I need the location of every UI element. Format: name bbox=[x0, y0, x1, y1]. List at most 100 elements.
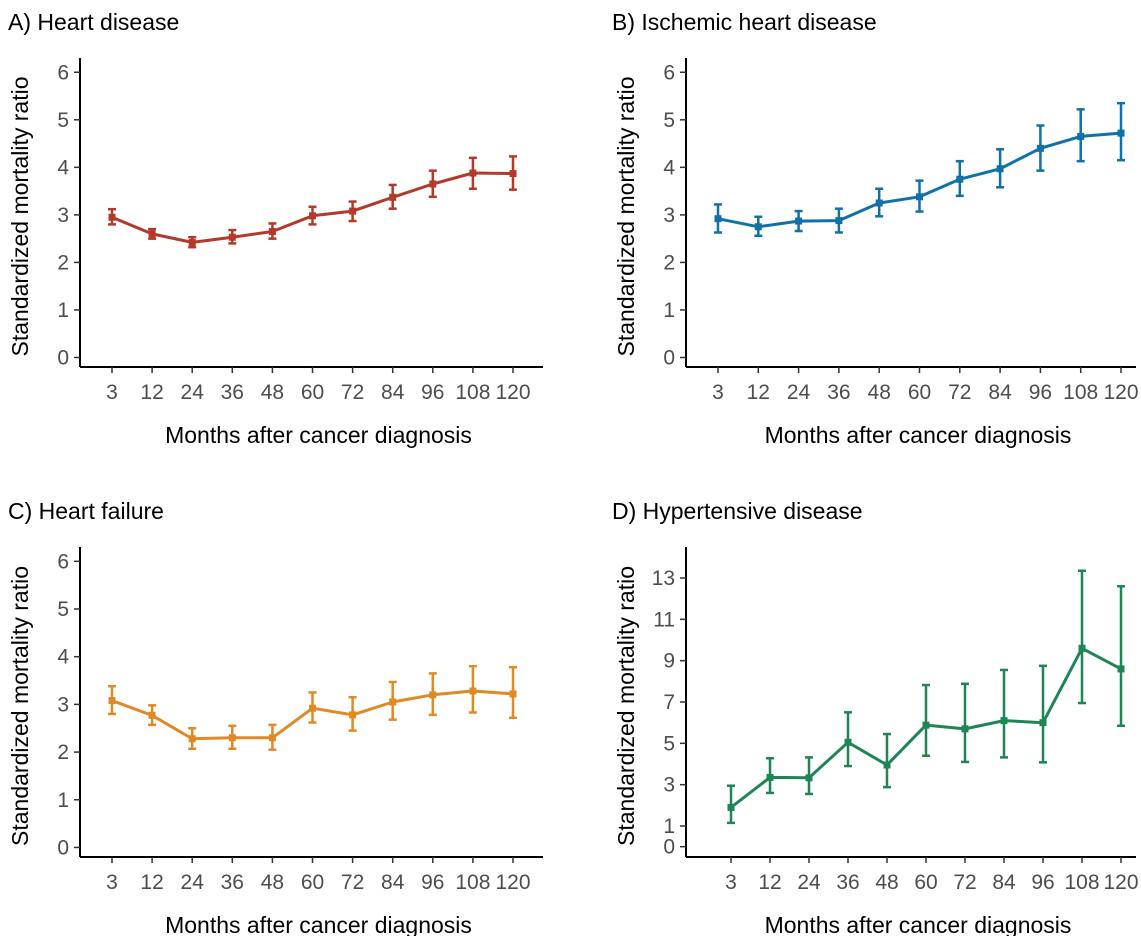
data-point bbox=[349, 207, 357, 215]
data-point bbox=[1117, 129, 1125, 137]
data-point bbox=[922, 721, 930, 729]
data-point bbox=[956, 175, 964, 183]
x-tick-label: 60 bbox=[301, 871, 324, 894]
data-point bbox=[805, 774, 813, 782]
x-tick-label: 3 bbox=[712, 381, 724, 404]
x-tick-label: 24 bbox=[181, 871, 205, 894]
data-point bbox=[795, 217, 803, 225]
error-bar bbox=[961, 682, 969, 764]
error-bar bbox=[1039, 664, 1047, 764]
data-point bbox=[961, 725, 969, 733]
y-tick-label: 1 bbox=[57, 789, 69, 812]
x-tick-label: 36 bbox=[221, 381, 244, 404]
data-point bbox=[727, 803, 735, 811]
data-point bbox=[1078, 644, 1086, 652]
data-point bbox=[754, 223, 762, 231]
data-point bbox=[844, 738, 852, 746]
y-tick-label: 6 bbox=[57, 550, 69, 573]
data-point bbox=[389, 193, 397, 201]
y-tick-label: 5 bbox=[57, 109, 69, 132]
x-tick-label: 12 bbox=[140, 871, 163, 894]
y-tick-label: 7 bbox=[663, 691, 675, 714]
data-point bbox=[309, 704, 316, 712]
y-tick-label: 2 bbox=[57, 251, 69, 274]
y-tick-label: 2 bbox=[663, 251, 675, 274]
y-tick-label: 5 bbox=[663, 109, 675, 132]
y-tick-label: 0 bbox=[57, 836, 69, 859]
data-point bbox=[268, 228, 276, 236]
x-tick-label: 72 bbox=[953, 871, 976, 894]
x-tick-label: 96 bbox=[421, 871, 444, 894]
x-tick-label: 108 bbox=[1063, 381, 1098, 404]
y-tick-label: 4 bbox=[57, 646, 69, 669]
y-tick-label: 9 bbox=[663, 650, 675, 673]
panel-title: D) Hypertensive disease bbox=[612, 498, 863, 524]
x-tick-label: 72 bbox=[341, 871, 364, 894]
y-tick-label: 13 bbox=[652, 567, 675, 590]
data-point bbox=[509, 690, 517, 698]
x-tick-label: 84 bbox=[381, 381, 405, 404]
y-axis-label: Standardized mortality ratio bbox=[7, 566, 33, 846]
x-tick-label: 12 bbox=[140, 381, 163, 404]
y-tick-label: 0 bbox=[663, 836, 675, 859]
x-tick-label: 48 bbox=[875, 871, 898, 894]
x-tick-label: 36 bbox=[221, 871, 244, 894]
x-axis-label: Months after cancer diagnosis bbox=[165, 912, 472, 936]
data-point bbox=[268, 734, 276, 742]
data-point bbox=[1077, 132, 1085, 140]
x-tick-label: 108 bbox=[455, 381, 490, 404]
data-point bbox=[1117, 665, 1125, 673]
data-point bbox=[349, 711, 357, 719]
x-tick-label: 36 bbox=[836, 871, 859, 894]
y-tick-label: 4 bbox=[57, 156, 69, 179]
y-tick-label: 1 bbox=[663, 815, 675, 838]
y-tick-label: 3 bbox=[57, 693, 69, 716]
data-point bbox=[188, 735, 196, 743]
y-tick-label: 1 bbox=[663, 299, 675, 322]
error-bar bbox=[1078, 569, 1086, 705]
x-tick-label: 36 bbox=[827, 381, 850, 404]
error-bar bbox=[1117, 585, 1125, 728]
y-tick-label: 3 bbox=[57, 204, 69, 227]
data-point bbox=[108, 213, 116, 221]
data-point bbox=[188, 238, 196, 246]
y-tick-label: 2 bbox=[57, 741, 69, 764]
data-point bbox=[429, 691, 437, 699]
y-tick-label: 5 bbox=[57, 598, 69, 621]
data-point bbox=[148, 230, 156, 238]
x-tick-label: 84 bbox=[381, 871, 405, 894]
y-tick-label: 6 bbox=[663, 61, 675, 84]
y-tick-label: 3 bbox=[663, 204, 675, 227]
x-tick-label: 108 bbox=[1064, 871, 1099, 894]
x-tick-label: 12 bbox=[747, 381, 770, 404]
data-point bbox=[469, 169, 477, 177]
data-point bbox=[1036, 144, 1044, 152]
data-point bbox=[469, 687, 477, 695]
panel-title: B) Ischemic heart disease bbox=[612, 9, 877, 35]
data-point bbox=[148, 711, 156, 719]
x-tick-label: 12 bbox=[758, 871, 781, 894]
y-tick-label: 6 bbox=[57, 61, 69, 84]
y-axis-label: Standardized mortality ratio bbox=[7, 77, 33, 357]
y-tick-label: 0 bbox=[57, 346, 69, 369]
x-tick-label: 84 bbox=[992, 871, 1016, 894]
x-tick-label: 120 bbox=[495, 381, 530, 404]
data-point bbox=[916, 193, 923, 201]
x-tick-label: 60 bbox=[908, 381, 931, 404]
x-axis-label: Months after cancer diagnosis bbox=[765, 912, 1072, 936]
y-tick-label: 4 bbox=[663, 156, 675, 179]
data-point bbox=[1000, 717, 1008, 725]
x-tick-label: 96 bbox=[1031, 871, 1054, 894]
x-tick-label: 24 bbox=[181, 381, 205, 404]
data-point bbox=[509, 170, 517, 178]
x-tick-label: 24 bbox=[787, 381, 811, 404]
y-tick-label: 3 bbox=[663, 774, 675, 797]
data-point bbox=[996, 165, 1004, 173]
data-point bbox=[766, 773, 774, 781]
x-tick-label: 72 bbox=[341, 381, 364, 404]
error-bar bbox=[922, 683, 930, 757]
